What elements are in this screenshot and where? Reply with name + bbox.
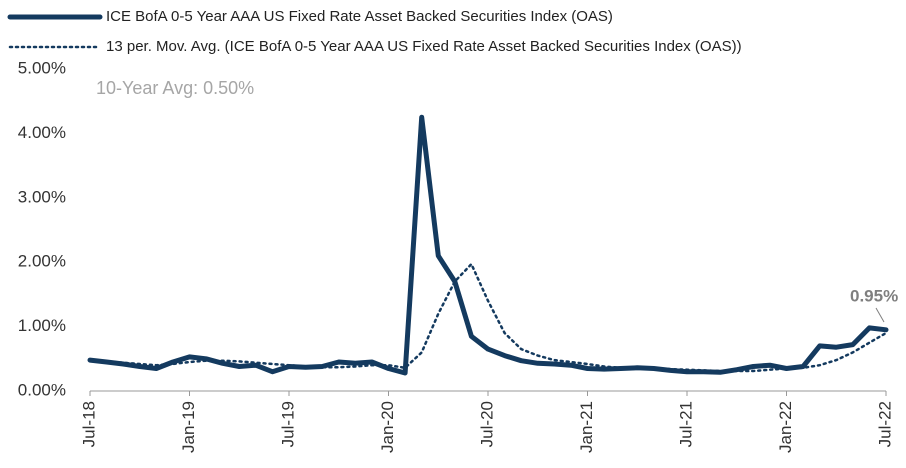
legend-label: 13 per. Mov. Avg. (ICE BofA 0-5 Year AAA…	[106, 38, 742, 55]
y-tick-label: 1.00%	[18, 316, 66, 335]
y-tick-label: 5.00%	[18, 58, 66, 77]
x-tick-label: Jul-19	[278, 401, 297, 447]
y-tick-label: 0.00%	[18, 380, 66, 399]
y-tick-label: 4.00%	[18, 123, 66, 142]
x-tick-label: Jan-22	[776, 401, 795, 453]
y-tick-label: 2.00%	[18, 252, 66, 271]
x-tick-label: Jul-20	[477, 401, 496, 447]
series-line	[87, 114, 889, 376]
x-tick-label: Jan-21	[577, 401, 596, 453]
x-tick-label: Jul-21	[676, 401, 695, 447]
x-tick-label: Jul-18	[79, 401, 98, 447]
last-value-label: 0.95%	[850, 286, 898, 305]
average-note: 10-Year Avg: 0.50%	[96, 78, 254, 98]
x-tick-label: Jan-20	[378, 401, 397, 453]
x-tick-label: Jan-19	[179, 401, 198, 453]
y-tick-label: 3.00%	[18, 187, 66, 206]
moving-average-line	[88, 262, 888, 373]
label-leader	[875, 307, 885, 323]
legend-label: ICE BofA 0-5 Year AAA US Fixed Rate Asse…	[106, 8, 613, 25]
x-tick-label: Jul-22	[875, 401, 894, 447]
